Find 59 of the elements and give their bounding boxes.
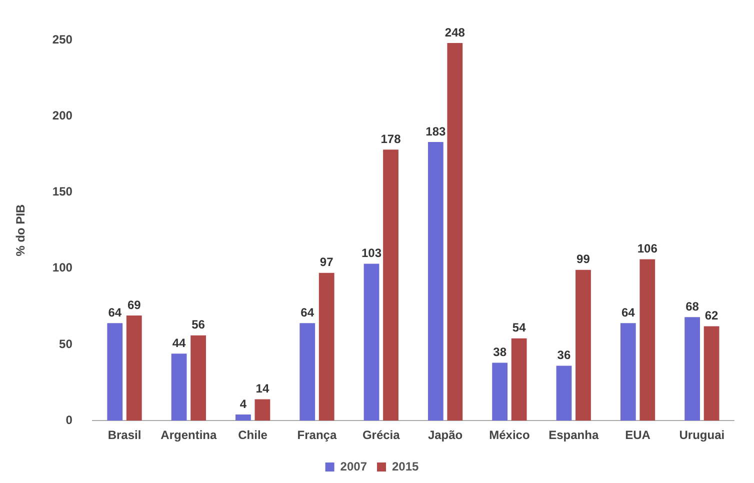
y-tick-label: 150 <box>52 184 73 199</box>
bar <box>620 323 636 421</box>
data-label: 44 <box>172 336 186 350</box>
bar <box>704 326 720 421</box>
data-label: 178 <box>380 132 402 146</box>
data-label: 36 <box>557 348 571 362</box>
y-tick-label: 200 <box>52 108 73 122</box>
bar <box>556 366 572 421</box>
x-tick-label: Espanha <box>548 428 599 442</box>
x-tick-label: Argentina <box>160 428 217 442</box>
data-label: 14 <box>256 382 270 396</box>
data-label: 69 <box>127 298 142 312</box>
data-label: 54 <box>512 320 526 335</box>
y-tick-label: 100 <box>52 260 73 275</box>
data-label: 38 <box>493 345 507 360</box>
bar <box>126 316 142 421</box>
legend-label: 2015 <box>392 459 420 474</box>
x-tick-label: Uruguai <box>679 428 725 442</box>
bar <box>511 338 527 421</box>
x-tick-label: França <box>297 428 337 442</box>
bar <box>318 272 334 421</box>
data-label: 103 <box>361 246 382 260</box>
data-label: 106 <box>637 242 658 256</box>
bar <box>492 362 508 421</box>
legend-label: 2007 <box>340 459 368 474</box>
data-label: 68 <box>686 299 700 314</box>
x-tick-label: EUA <box>625 428 651 442</box>
bar <box>428 142 444 421</box>
bar <box>576 270 591 421</box>
bar <box>447 43 463 421</box>
data-label: 64 <box>300 305 314 320</box>
data-label: 248 <box>444 25 466 40</box>
bar <box>254 399 270 421</box>
y-tick-label: 50 <box>59 336 73 351</box>
x-tick-label: Grécia <box>362 428 400 442</box>
bar <box>107 323 123 421</box>
bar <box>364 264 380 421</box>
data-label: 97 <box>320 255 334 270</box>
bar <box>190 335 206 421</box>
bar <box>383 150 398 421</box>
bar <box>235 414 251 421</box>
data-label: 183 <box>426 124 446 138</box>
bar <box>684 317 700 421</box>
bar <box>300 323 316 421</box>
y-tick-label: 0 <box>66 412 73 427</box>
bar <box>640 259 656 421</box>
data-label: 62 <box>704 308 719 323</box>
y-axis-title: % do PIB <box>14 204 28 256</box>
data-label: 64 <box>108 305 122 320</box>
data-label: 64 <box>621 305 636 320</box>
data-label: 99 <box>576 252 590 266</box>
x-tick-label: Japão <box>428 428 463 442</box>
bar <box>171 354 187 421</box>
y-tick-label: 250 <box>52 32 73 46</box>
data-label: 4 <box>240 396 247 411</box>
x-tick-label: Brasil <box>108 428 142 442</box>
x-tick-label: México <box>489 428 530 442</box>
data-label: 56 <box>192 318 206 332</box>
x-tick-label: Chile <box>238 428 268 442</box>
